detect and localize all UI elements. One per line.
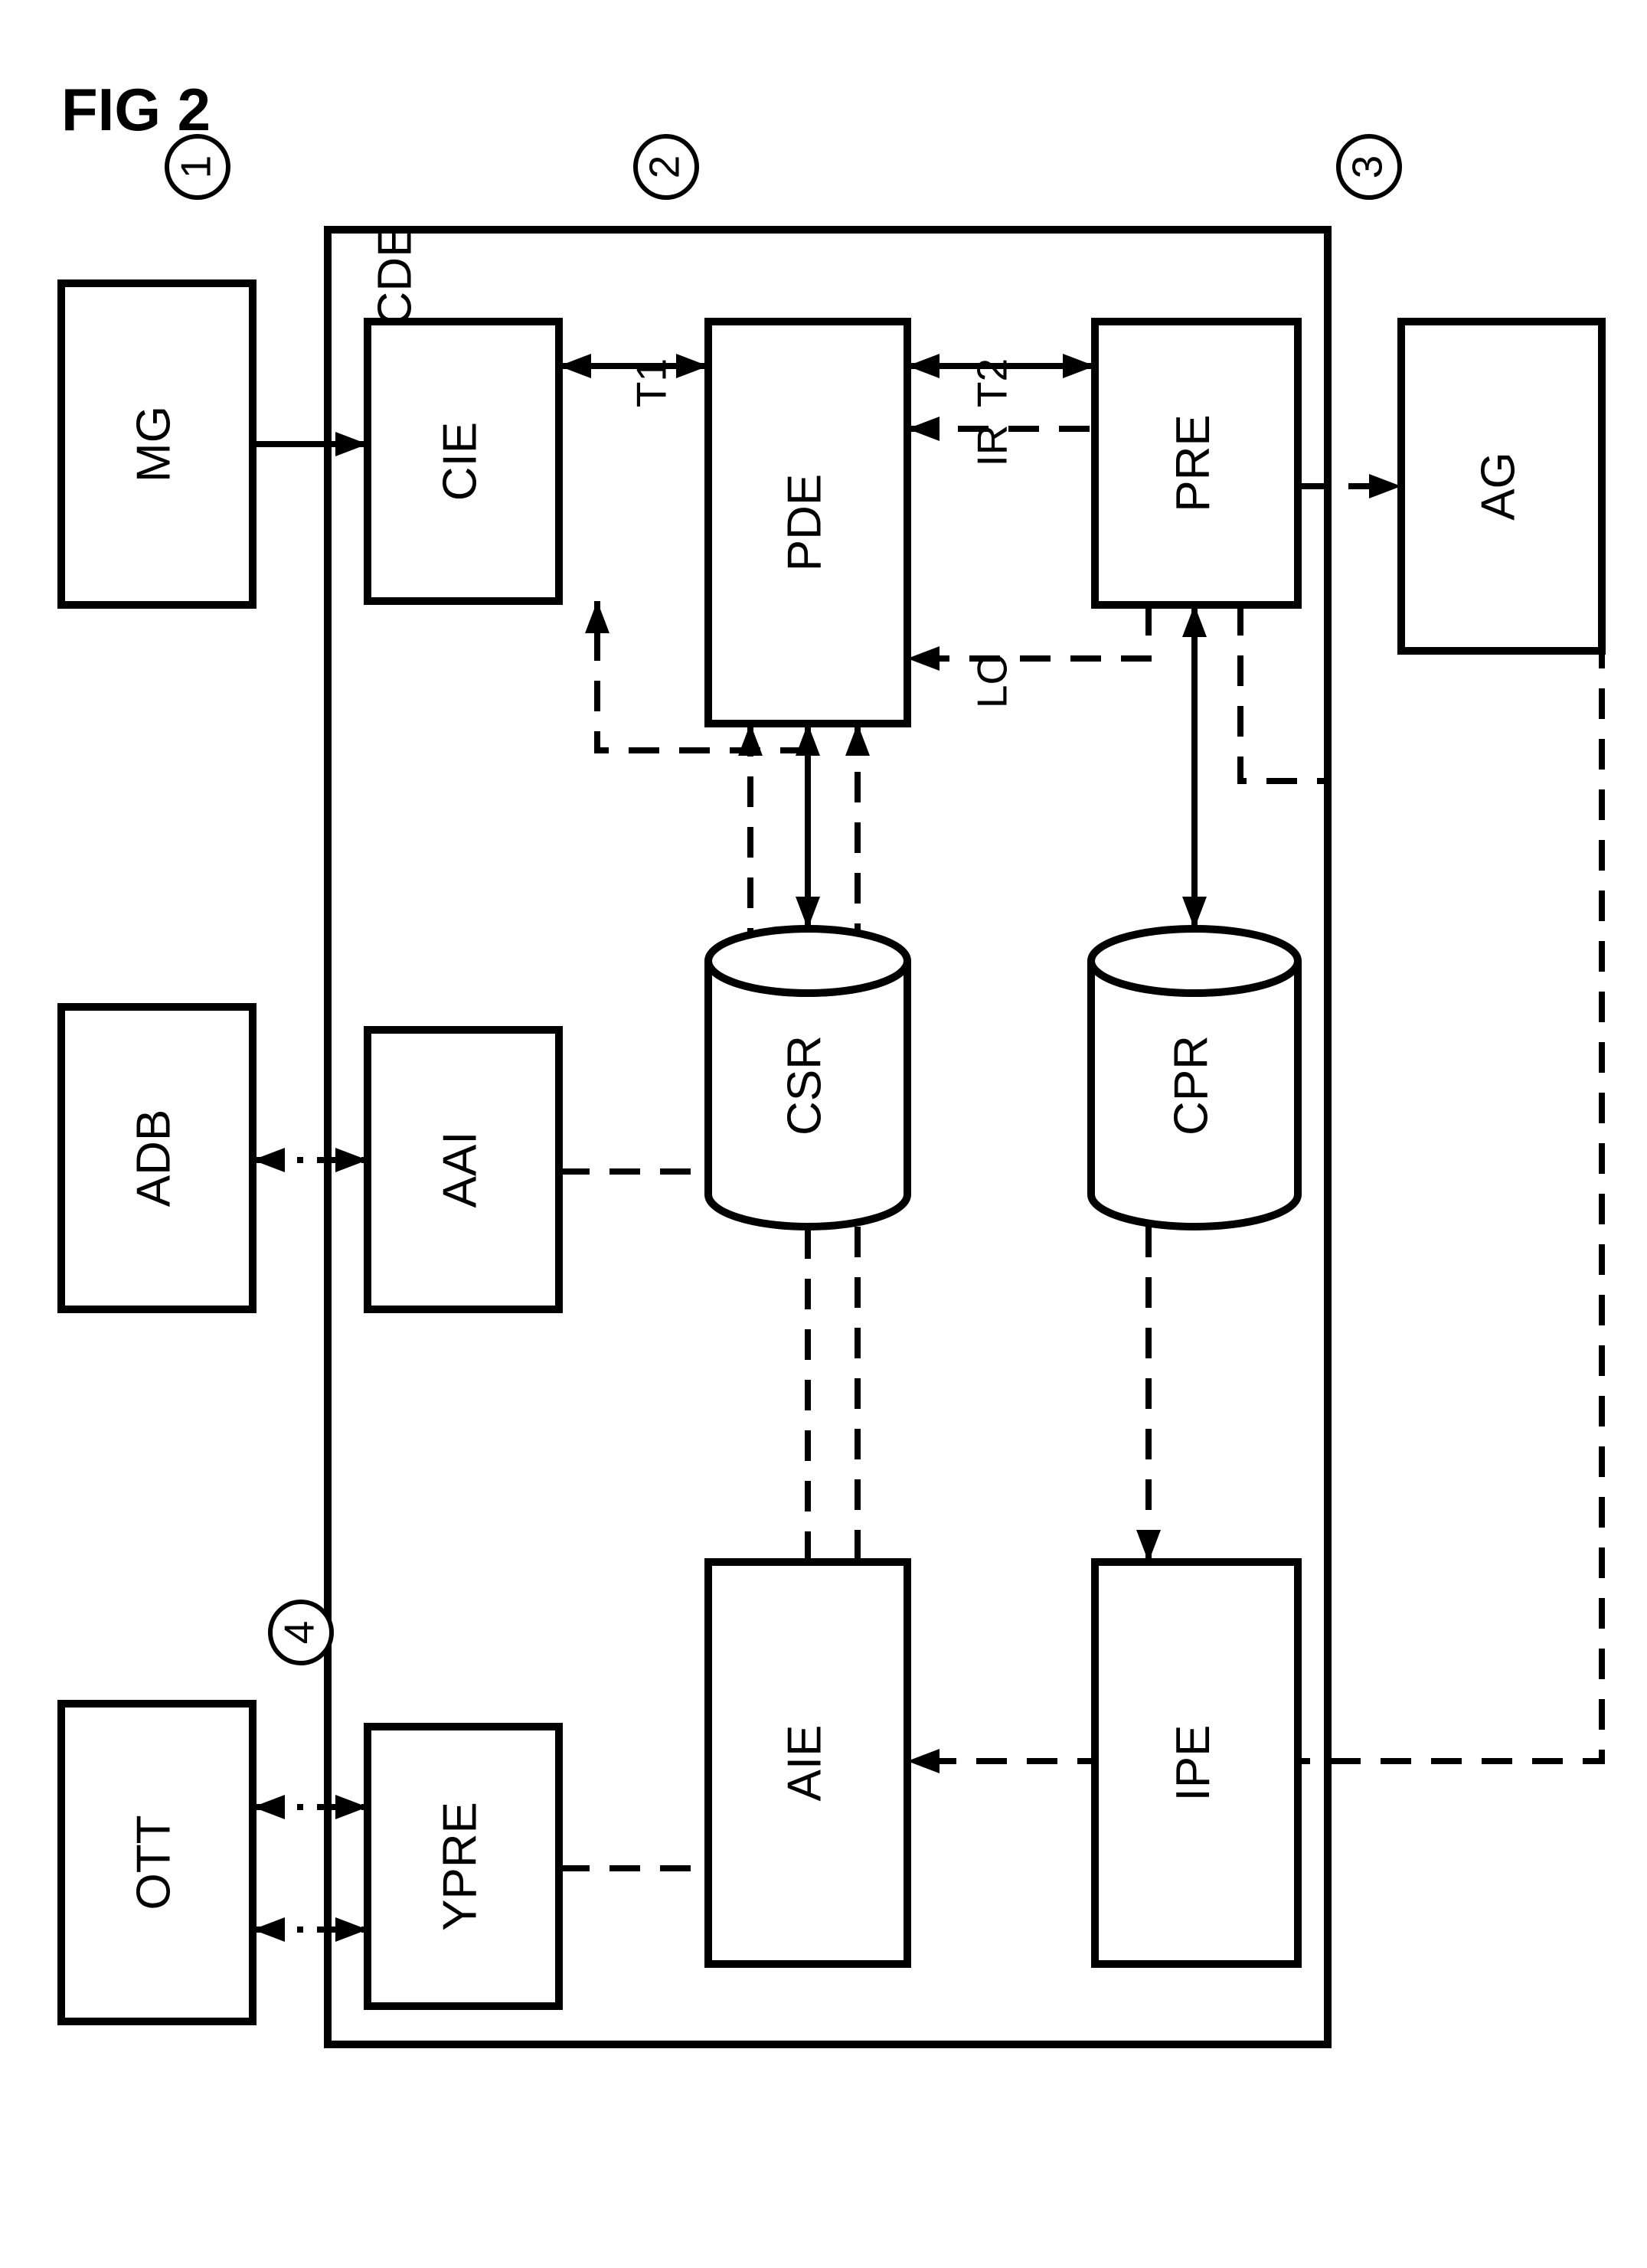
marker-4: 4 xyxy=(270,1602,332,1663)
marker-3: 3 xyxy=(1338,136,1400,198)
svg-text:2: 2 xyxy=(641,155,688,179)
box-adb: ADB xyxy=(61,1007,253,1309)
box-ott: OTT xyxy=(61,1704,253,2021)
edge-label-ir: IR xyxy=(969,425,1016,467)
svg-text:YPRE: YPRE xyxy=(433,1802,486,1931)
box-aie: AIE xyxy=(708,1562,907,1964)
svg-text:PDE: PDE xyxy=(778,474,831,571)
figure-diagram: FIG 2 CDE MG ADB OTT CIE AAI YPRE PDE AIE PRE IPE AG… xyxy=(0,0,1647,2268)
svg-text:4: 4 xyxy=(276,1621,323,1645)
edge-label-lc: LC xyxy=(969,655,1016,708)
svg-text:IPE: IPE xyxy=(1167,1725,1220,1802)
svg-text:ADB: ADB xyxy=(127,1109,180,1207)
svg-text:CIE: CIE xyxy=(433,422,486,501)
svg-text:CSR: CSR xyxy=(778,1035,831,1136)
marker-1: 1 xyxy=(167,136,228,198)
marker-2: 2 xyxy=(636,136,697,198)
svg-text:1: 1 xyxy=(172,155,220,179)
svg-text:AAI: AAI xyxy=(433,1132,486,1208)
box-mg: MG xyxy=(61,283,253,605)
box-cie: CIE xyxy=(368,322,559,601)
box-ipe: IPE xyxy=(1095,1562,1298,1964)
svg-text:OTT: OTT xyxy=(127,1815,180,1910)
box-ag: AG xyxy=(1401,322,1602,651)
box-ypre: YPRE xyxy=(368,1727,559,2006)
svg-text:AIE: AIE xyxy=(778,1725,831,1802)
cylinder-cpr: CPR xyxy=(1091,929,1298,1227)
svg-text:MG: MG xyxy=(127,406,180,482)
box-pre: PRE xyxy=(1095,322,1298,605)
svg-text:AG: AG xyxy=(1472,452,1524,521)
box-aai: AAI xyxy=(368,1030,559,1309)
diagram-svg: FIG 2 CDE MG ADB OTT CIE AAI YPRE PDE AIE PRE IPE AG… xyxy=(0,0,1647,2268)
box-pde: PDE xyxy=(708,322,907,724)
svg-text:PRE: PRE xyxy=(1167,414,1220,511)
svg-text:CPR: CPR xyxy=(1165,1035,1217,1136)
edge-label-t2: T2 xyxy=(969,358,1016,407)
edge-label-t1: T1 xyxy=(628,358,675,407)
svg-text:3: 3 xyxy=(1344,155,1391,179)
figure-title: FIG 2 xyxy=(61,76,211,143)
svg-text:CDE: CDE xyxy=(368,226,421,326)
cylinder-csr: CSR xyxy=(708,929,907,1227)
